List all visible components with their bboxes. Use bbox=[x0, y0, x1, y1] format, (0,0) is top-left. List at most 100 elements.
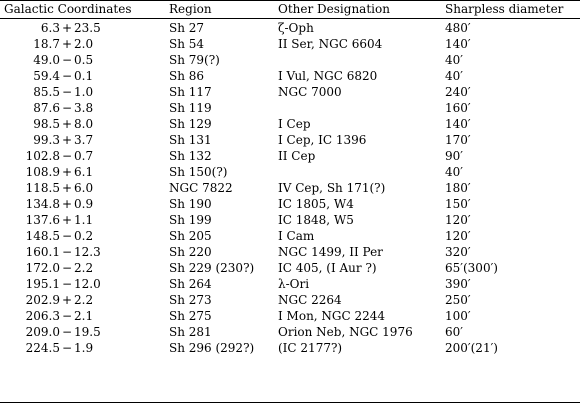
latitude-value: 12.0 bbox=[74, 277, 101, 291]
region-cell: Sh 229 (230?) bbox=[169, 261, 255, 275]
sign-symbol: + bbox=[61, 117, 73, 131]
region-cell: Sh 79(?) bbox=[169, 53, 220, 67]
other-designation-cell: NGC 2264 bbox=[278, 293, 342, 307]
region-cell: Sh 129 bbox=[169, 117, 212, 131]
galactic-coordinates-cell: 137.6 +1.1 bbox=[6, 212, 110, 228]
header-rule bbox=[0, 18, 580, 19]
region-cell: Sh 150(?) bbox=[169, 165, 228, 179]
region-cell: Sh 190 bbox=[169, 197, 212, 211]
longitude-value: 118.5 bbox=[25, 181, 60, 195]
latitude-value: 6.1 bbox=[74, 165, 94, 179]
galactic-coordinates-cell: 209.0−19.5 bbox=[6, 324, 110, 340]
latitude-value: 19.5 bbox=[74, 325, 101, 339]
table-row: 134.8 +0.9 Sh 190 IC 1805, W4 150′ bbox=[0, 196, 580, 212]
sharpless-diameter-cell: 65′(300′) bbox=[445, 261, 498, 275]
sign-symbol: − bbox=[61, 341, 73, 355]
longitude-value: 59.4 bbox=[33, 69, 60, 83]
galactic-coordinates-cell: 85.5−1.0 bbox=[6, 84, 110, 100]
table-row: 98.5 +8.0 Sh 129 I Cep 140′ bbox=[0, 116, 580, 132]
table-row: 209.0−19.5 Sh 281 Orion Neb, NGC 1976 60′ bbox=[0, 324, 580, 340]
galactic-coordinates-cell: 148.5−0.2 bbox=[6, 228, 110, 244]
latitude-value: 23.5 bbox=[74, 21, 101, 35]
header-region: Region bbox=[169, 2, 212, 16]
region-cell: Sh 205 bbox=[169, 229, 212, 243]
sign-symbol: + bbox=[61, 197, 73, 211]
sharpless-diameter-cell: 180′ bbox=[445, 181, 471, 195]
region-cell: Sh 119 bbox=[169, 101, 212, 115]
latitude-value: 0.5 bbox=[74, 53, 94, 67]
latitude-value: 2.2 bbox=[74, 293, 94, 307]
longitude-value: 98.5 bbox=[33, 117, 60, 131]
top-rule bbox=[0, 0, 580, 1]
other-designation-cell: (IC 2177?) bbox=[278, 341, 343, 355]
sharpless-diameter-cell: 160′ bbox=[445, 101, 471, 115]
latitude-value: 8.0 bbox=[74, 117, 94, 131]
sharpless-diameter-cell: 250′ bbox=[445, 293, 471, 307]
sharpless-diameter-cell: 40′ bbox=[445, 165, 463, 179]
longitude-value: 137.6 bbox=[25, 213, 60, 227]
other-designation-cell: λ-Ori bbox=[278, 277, 310, 291]
other-designation-cell: I Cep, IC 1396 bbox=[278, 133, 367, 147]
other-designation-cell: NGC 1499, II Per bbox=[278, 245, 383, 259]
sign-symbol: + bbox=[61, 165, 73, 179]
sign-symbol: − bbox=[61, 261, 73, 275]
galactic-coordinates-cell: 202.9 +2.2 bbox=[6, 292, 110, 308]
galactic-coordinates-cell: 99.3 +3.7 bbox=[6, 132, 110, 148]
longitude-value: 108.9 bbox=[25, 165, 60, 179]
sign-symbol: + bbox=[61, 213, 73, 227]
longitude-value: 209.0 bbox=[25, 325, 60, 339]
sharpless-diameter-cell: 320′ bbox=[445, 245, 471, 259]
other-designation-cell: IC 405, (I Aur ?) bbox=[278, 261, 377, 275]
region-cell: Sh 264 bbox=[169, 277, 212, 291]
table-row: 148.5−0.2 Sh 205 I Cam 120′ bbox=[0, 228, 580, 244]
galactic-coordinates-cell: 172.0−2.2 bbox=[6, 260, 110, 276]
sign-symbol: − bbox=[61, 277, 73, 291]
sign-symbol: − bbox=[61, 101, 73, 115]
sharpless-diameter-cell: 40′ bbox=[445, 53, 463, 67]
galactic-coordinates-cell: 87.6−3.8 bbox=[6, 100, 110, 116]
galactic-coordinates-cell: 134.8 +0.9 bbox=[6, 196, 110, 212]
table-row: 202.9 +2.2 Sh 273 NGC 2264 250′ bbox=[0, 292, 580, 308]
galactic-coordinates-cell: 18.7 +2.0 bbox=[6, 36, 110, 52]
longitude-value: 134.8 bbox=[25, 197, 60, 211]
other-designation-cell: Orion Neb, NGC 1976 bbox=[278, 325, 413, 339]
galactic-coordinates-cell: 195.1−12.0 bbox=[6, 276, 110, 292]
galactic-coordinates-cell: 6.3 +23.5 bbox=[6, 20, 110, 36]
latitude-value: 12.3 bbox=[74, 245, 101, 259]
sharpless-diameter-cell: 40′ bbox=[445, 69, 463, 83]
other-designation-cell: II Cep bbox=[278, 149, 316, 163]
table-row: 206.3−2.1 Sh 275 I Mon, NGC 2244 100′ bbox=[0, 308, 580, 324]
sharpless-diameter-cell: 120′ bbox=[445, 229, 471, 243]
sharpless-diameter-cell: 480′ bbox=[445, 21, 471, 35]
region-cell: Sh 54 bbox=[169, 37, 205, 51]
sign-symbol: − bbox=[61, 229, 73, 243]
header-other-designation: Other Designation bbox=[278, 2, 390, 16]
longitude-value: 202.9 bbox=[25, 293, 60, 307]
region-cell: Sh 220 bbox=[169, 245, 212, 259]
sharpless-diameter-cell: 100′ bbox=[445, 309, 471, 323]
longitude-value: 18.7 bbox=[33, 37, 60, 51]
region-cell: Sh 275 bbox=[169, 309, 212, 323]
latitude-value: 1.9 bbox=[74, 341, 94, 355]
other-designation-cell: I Vul, NGC 6820 bbox=[278, 69, 378, 83]
table-row: 85.5−1.0 Sh 117 NGC 7000 240′ bbox=[0, 84, 580, 100]
longitude-value: 102.8 bbox=[25, 149, 60, 163]
region-cell: Sh 296 (292?) bbox=[169, 341, 255, 355]
table-row: 49.0−0.5 Sh 79(?) 40′ bbox=[0, 52, 580, 68]
sharpless-diameter-cell: 240′ bbox=[445, 85, 471, 99]
table-row: 224.5−1.9 Sh 296 (292?) (IC 2177?) 200′(21′… bbox=[0, 340, 580, 356]
galactic-coordinates-cell: 224.5−1.9 bbox=[6, 340, 110, 356]
longitude-value: 195.1 bbox=[25, 277, 60, 291]
sign-symbol: + bbox=[61, 133, 73, 147]
sharpless-diameter-cell: 90′ bbox=[445, 149, 463, 163]
sign-symbol: − bbox=[61, 309, 73, 323]
table-row: 99.3 +3.7 Sh 131 I Cep, IC 1396 170′ bbox=[0, 132, 580, 148]
table-row: 6.3 +23.5 Sh 27 ζ-Oph 480′ bbox=[0, 20, 580, 36]
other-designation-cell: I Mon, NGC 2244 bbox=[278, 309, 386, 323]
table-row: 118.5 +6.0 NGC 7822 IV Cep, Sh 171(?) 180′ bbox=[0, 180, 580, 196]
latitude-value: 2.0 bbox=[74, 37, 94, 51]
galactic-coordinates-cell: 108.9 +6.1 bbox=[6, 164, 110, 180]
bottom-rule bbox=[0, 402, 580, 403]
region-cell: Sh 117 bbox=[169, 85, 212, 99]
